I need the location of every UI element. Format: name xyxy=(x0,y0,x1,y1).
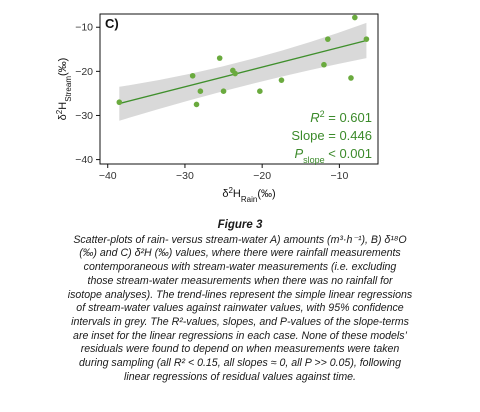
y-title-delta: δ xyxy=(57,114,69,120)
data-point-3 xyxy=(193,101,200,108)
r2-sup: 2 xyxy=(320,109,325,119)
data-point-12 xyxy=(325,36,331,42)
r2-value: = 0.601 xyxy=(325,110,372,125)
x-title-sup: 2 xyxy=(228,186,233,195)
figure-caption: Figure 3 Scatter-plots of rain- versus s… xyxy=(6,219,474,384)
data-point-13 xyxy=(348,75,354,81)
r2-symbol: R xyxy=(310,110,319,125)
y-title-unit: (‰) xyxy=(57,58,69,76)
data-point-10 xyxy=(278,77,285,83)
y-axis-title: δ2HStream(‰) xyxy=(55,58,73,121)
data-point-15 xyxy=(363,36,370,42)
y-title-base: H xyxy=(57,102,69,110)
p-symbol: P xyxy=(294,146,303,161)
x-title-delta: δ xyxy=(222,188,228,200)
y-tick-label: −20 xyxy=(75,66,93,78)
x-title-sub: Rain xyxy=(241,195,257,204)
y-axis: −10 −20 −30 −40 xyxy=(75,22,100,166)
data-points xyxy=(116,14,370,108)
data-point-2 xyxy=(189,72,196,79)
caption-title: Figure 3 xyxy=(217,219,263,231)
x-axis: −40 −30 −20 −10 xyxy=(99,164,348,182)
regression-line xyxy=(119,39,367,105)
y-title-sub: Stream xyxy=(64,76,73,102)
p-value-label: Pslope < 0.001 xyxy=(294,146,372,165)
p-value: < 0.001 xyxy=(325,146,372,161)
x-axis-title: δ2HRain(‰) xyxy=(222,186,275,204)
x-tick-label: −30 xyxy=(176,170,194,182)
x-tick-label: −20 xyxy=(253,170,271,182)
plot-frame xyxy=(99,13,379,165)
scatter-figure: −40 −30 −20 −10 −10 −20 −30 −40 C) δ2HRain(‰) … xyxy=(55,13,379,204)
data-point-6 xyxy=(220,88,227,95)
data-point-4 xyxy=(197,88,204,95)
data-point-8 xyxy=(232,70,238,77)
x-tick-label: −40 xyxy=(99,170,117,182)
r-squared-label: R2 = 0.601 xyxy=(310,109,372,125)
slope-label: Slope = 0.446 xyxy=(291,128,372,143)
y-tick-label: −10 xyxy=(75,22,93,34)
y-tick-label: −30 xyxy=(75,110,93,122)
x-title-unit: (‰) xyxy=(257,188,275,200)
scatter-plot: −40 −30 −20 −10 −10−20−30−40 C) δ2HRain(‰) … xyxy=(55,13,379,204)
data-point-14 xyxy=(352,14,358,21)
y-tick-label: −40 xyxy=(75,154,93,166)
panel-label: C) xyxy=(105,16,119,31)
y-title-sup: 2 xyxy=(55,109,64,114)
data-point-1 xyxy=(116,99,123,106)
x-title-base: H xyxy=(233,188,241,200)
p-sub: slope xyxy=(303,155,325,165)
caption-body: Scatter-plots of rain- versus stream-wat… xyxy=(67,233,413,383)
data-point-5 xyxy=(216,55,223,61)
data-point-11 xyxy=(321,61,327,68)
x-tick-label: −10 xyxy=(330,170,348,182)
data-point-9 xyxy=(257,88,263,95)
